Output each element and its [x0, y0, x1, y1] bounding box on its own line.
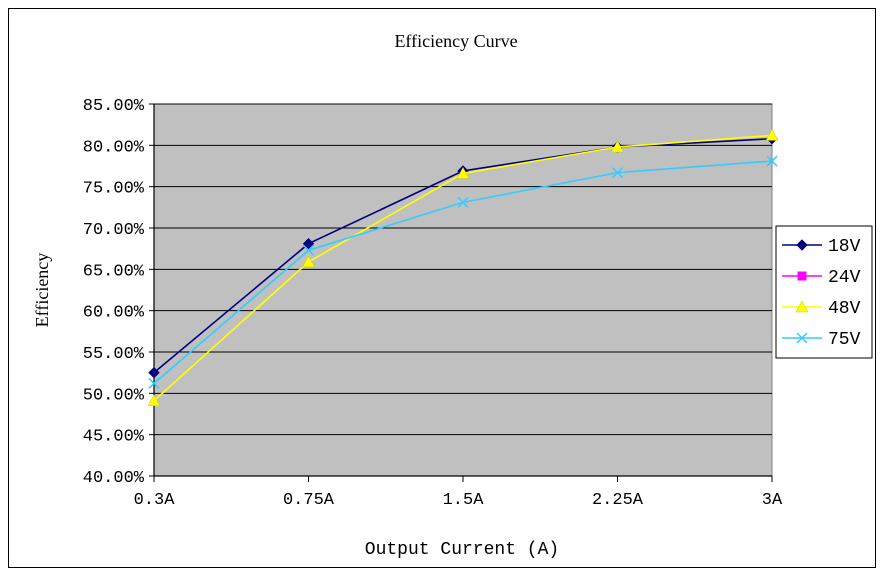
- data-point-18v: [302, 237, 315, 250]
- legend-label-24v: 24V: [828, 268, 861, 288]
- y-tick-label: 55.00%: [83, 345, 145, 364]
- data-point-75v: [611, 167, 624, 179]
- series-layer: [147, 128, 779, 407]
- data-point-75v: [457, 196, 469, 208]
- y-tick-label: 40.00%: [83, 469, 145, 488]
- x-tick-label: 0.75A: [283, 491, 335, 510]
- x-tick-label: 3A: [762, 491, 783, 510]
- y-tick-label: 50.00%: [83, 386, 145, 405]
- y-tick-label: 45.00%: [83, 428, 145, 447]
- x-tick-label: 0.3A: [134, 491, 176, 510]
- legend-marker-18v: [796, 239, 808, 251]
- x-axis-label: Output Current (A): [365, 540, 559, 560]
- gridlines: [149, 103, 772, 477]
- plot-area: [153, 103, 773, 477]
- y-tick-labels: 40.00% 45.00% 50.00% 55.00% 60.00% 65.00% 70.0…: [83, 97, 145, 488]
- data-point-48v: [147, 394, 161, 407]
- legend: 18V 24V 48V 75V: [775, 225, 873, 359]
- x-tick-label: 2.25A: [592, 491, 644, 510]
- legend-box: [775, 225, 873, 359]
- y-tick-label: 75.00%: [83, 180, 145, 199]
- data-point-48v: [302, 255, 315, 268]
- x-tick-label: 1.5A: [443, 491, 485, 510]
- legend-label-48v: 48V: [828, 299, 861, 319]
- legend-marker-48v: [795, 300, 809, 313]
- y-tick-label: 80.00%: [83, 138, 145, 157]
- data-point-48v: [765, 128, 779, 141]
- data-point-48v: [456, 166, 470, 179]
- data-point-48v: [611, 140, 624, 153]
- data-point-18v: [148, 366, 160, 379]
- y-tick-label: 65.00%: [83, 262, 145, 281]
- y-tick-label: 70.00%: [83, 221, 145, 240]
- legend-label-75v: 75V: [828, 330, 861, 350]
- data-point-75v: [302, 244, 315, 256]
- y-tick-label: 60.00%: [83, 304, 145, 323]
- chart-title: Efficiency Curve: [394, 31, 517, 51]
- y-axis-label: Efficiency: [32, 253, 52, 328]
- y-tick-label: 85.00%: [83, 97, 145, 116]
- legend-marker-24v: [797, 271, 807, 281]
- x-tick-labels: 0.3A 0.75A 1.5A 2.25A 3A: [134, 476, 783, 510]
- legend-label-18v: 18V: [828, 237, 861, 257]
- legend-marker-75v: [796, 332, 808, 344]
- data-point-75v: [148, 377, 160, 389]
- data-point-75v: [766, 155, 778, 167]
